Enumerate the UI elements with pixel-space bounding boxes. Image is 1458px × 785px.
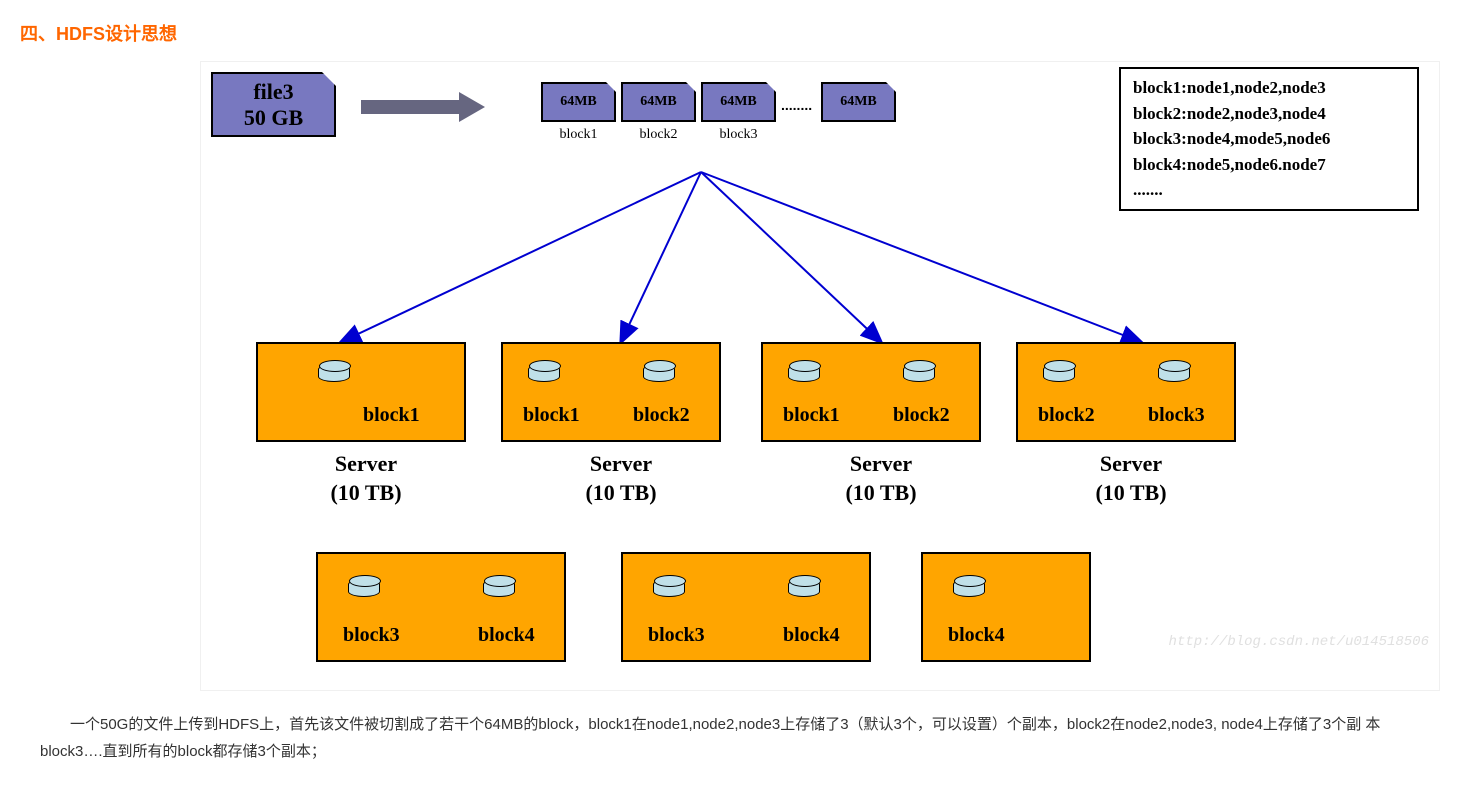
server-block-label: block3: [648, 624, 705, 647]
metadata-line: block2:node2,node3,node4: [1133, 101, 1405, 127]
disk-icon: [953, 579, 985, 601]
server-block-label: block3: [343, 624, 400, 647]
disk-icon: [653, 579, 685, 601]
disk-icon: [788, 579, 820, 601]
server-block-label: block1: [363, 404, 420, 427]
metadata-line: .......: [1133, 177, 1405, 203]
server-block-label: block4: [948, 624, 1005, 647]
server-block-label: block3: [1148, 404, 1205, 427]
file-size: 50 GB: [213, 105, 334, 131]
server-node: block3 block4: [621, 552, 871, 662]
disk-icon: [348, 579, 380, 601]
server-node: block4: [921, 552, 1091, 662]
description-text: 一个50G的文件上传到HDFS上，首先该文件被切割成了若干个64MB的block…: [20, 711, 1438, 765]
section-title: 四、HDFS设计思想: [20, 20, 1438, 46]
server-block-label: block4: [478, 624, 535, 647]
server-block-label: block1: [523, 404, 580, 427]
server-block-label: block2: [893, 404, 950, 427]
arrow-head: [459, 92, 485, 122]
arrow-shaft: [361, 100, 461, 114]
block-box: 64MB: [541, 82, 616, 122]
block-label: block1: [541, 127, 616, 143]
server-caption: Server(10 TB): [561, 450, 681, 507]
disk-icon: [1158, 364, 1190, 386]
fold-corner-bg: [322, 72, 336, 86]
block-label: block3: [701, 127, 776, 143]
disk-icon: [528, 364, 560, 386]
disk-icon: [903, 364, 935, 386]
watermark: http://blog.csdn.net/u014518506: [1169, 634, 1429, 650]
server-node: block1 block2: [501, 342, 721, 442]
disk-icon: [788, 364, 820, 386]
block-box: 64MB: [701, 82, 776, 122]
server-block-label: block2: [633, 404, 690, 427]
disk-icon: [1043, 364, 1075, 386]
server-block-label: block4: [783, 624, 840, 647]
server-caption: Server(10 TB): [821, 450, 941, 507]
ellipsis: ........: [781, 97, 812, 113]
metadata-line: block1:node1,node2,node3: [1133, 75, 1405, 101]
block-box: 64MB: [621, 82, 696, 122]
file-name: file3: [213, 79, 334, 105]
disk-icon: [318, 364, 350, 386]
server-block-label: block2: [1038, 404, 1095, 427]
server-caption: Server(10 TB): [306, 450, 426, 507]
hdfs-diagram: file3 50 GB 64MB block1 64MB block2 64MB bloc…: [200, 61, 1440, 691]
server-node: block2 block3: [1016, 342, 1236, 442]
block-box: 64MB: [821, 82, 896, 122]
server-node: block1 block2: [761, 342, 981, 442]
server-caption: Server(10 TB): [1071, 450, 1191, 507]
disk-icon: [643, 364, 675, 386]
server-node: block3 block4: [316, 552, 566, 662]
split-arrow: [361, 92, 491, 122]
disk-icon: [483, 579, 515, 601]
server-block-label: block1: [783, 404, 840, 427]
server-node: block1: [256, 342, 466, 442]
metadata-panel: block1:node1,node2,node3block2:node2,nod…: [1119, 67, 1419, 211]
block-label: block2: [621, 127, 696, 143]
metadata-line: block4:node5,node6.node7: [1133, 152, 1405, 178]
metadata-line: block3:node4,mode5,node6: [1133, 126, 1405, 152]
file-node: file3 50 GB: [211, 72, 336, 137]
